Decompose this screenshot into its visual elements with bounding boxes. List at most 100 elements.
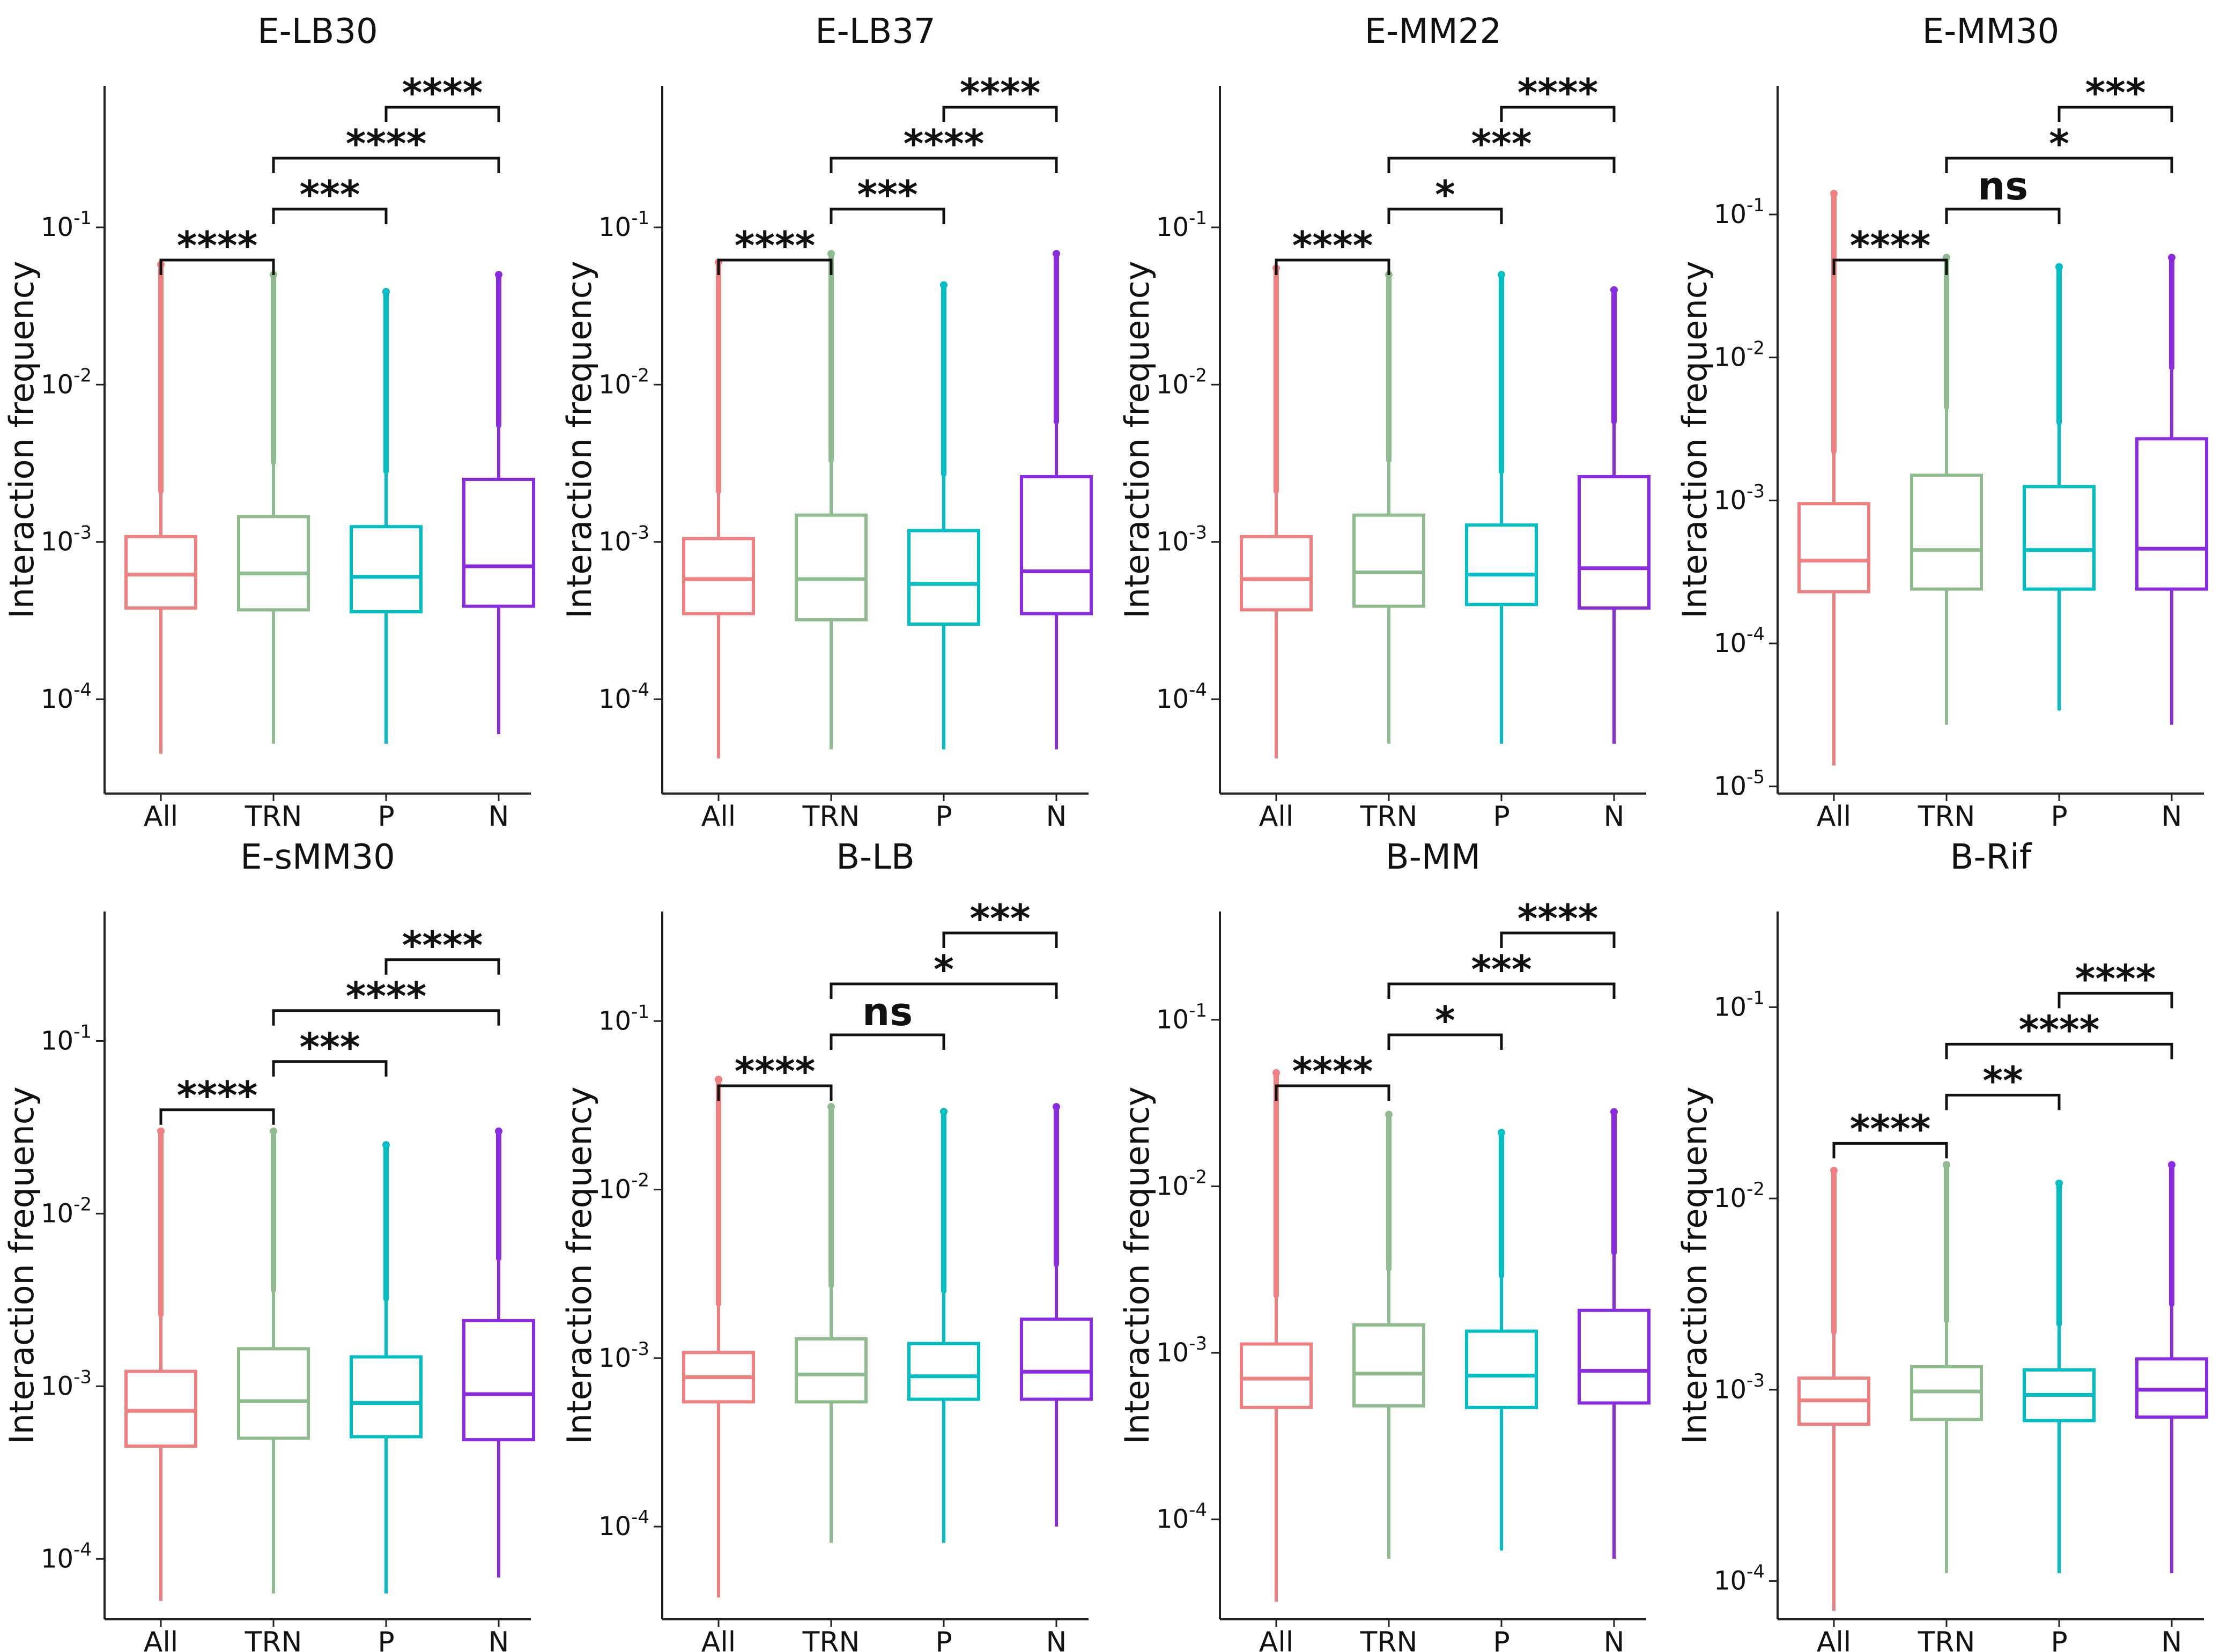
- iqr-box: [795, 1337, 868, 1404]
- significance-bracket: ***: [1387, 947, 1616, 999]
- bracket-line: [272, 1060, 388, 1077]
- significance-bracket: ****: [159, 1073, 275, 1125]
- y-tick-mantissa: 10: [1714, 1566, 1746, 1596]
- box-n: [1578, 1108, 1651, 1559]
- y-tick-exponent: -5: [1746, 767, 1765, 788]
- box-p: [350, 287, 423, 744]
- y-tick-label: 10-3: [598, 522, 649, 557]
- y-tick-exponent: -1: [1746, 195, 1765, 216]
- y-tick-exponent: -3: [1746, 480, 1765, 502]
- bracket-line: [159, 258, 275, 275]
- y-tick-label: 10-2: [41, 1194, 92, 1228]
- bracket-line: [1275, 258, 1390, 275]
- bracket-line: [1387, 208, 1503, 224]
- significance-label: ****: [1850, 1106, 1931, 1151]
- bracket-line: [1945, 157, 2173, 173]
- x-tick-label: N: [2162, 1626, 2182, 1652]
- y-axis-label: Interaction frequency: [2, 1086, 41, 1444]
- y-tick-label: 10-5: [1714, 767, 1765, 802]
- y-tick-mantissa: 10: [41, 684, 73, 714]
- iqr-box: [2135, 437, 2208, 591]
- outlier-point-max: [1053, 1103, 1060, 1111]
- panel-title: B-Rif: [1950, 838, 2032, 877]
- significance-label: ****: [2075, 956, 2156, 1001]
- y-tick-label: 10-1: [598, 208, 649, 242]
- significance-label: ****: [402, 70, 483, 115]
- y-tick-mantissa: 10: [1714, 1375, 1746, 1405]
- box-p: [350, 1141, 423, 1594]
- bracket-line: [272, 1009, 500, 1026]
- x-tick-label: All: [1817, 801, 1851, 833]
- bracket-line: [830, 982, 1058, 999]
- significance-bracket: ****: [159, 223, 275, 275]
- box-p: [907, 1108, 980, 1543]
- significance-bracket: **: [1945, 1058, 2061, 1110]
- y-axis-label: Interaction frequency: [1675, 261, 1714, 618]
- y-tick-label: 10-4: [41, 679, 92, 714]
- y-tick-exponent: -4: [1746, 624, 1765, 645]
- y-tick-label: 10-4: [1714, 624, 1765, 658]
- y-tick-label: 10-3: [598, 1338, 649, 1373]
- significance-bracket: ***: [2058, 70, 2173, 122]
- y-tick-exponent: -4: [631, 1507, 649, 1528]
- y-tick-mantissa: 10: [1156, 212, 1189, 242]
- box-p: [2023, 263, 2096, 710]
- outlier-point-max: [1610, 286, 1618, 294]
- y-tick-label: 10-3: [41, 522, 92, 557]
- x-tick-label: TRN: [802, 1626, 860, 1652]
- y-tick-mantissa: 10: [598, 1512, 631, 1542]
- y-tick-exponent: -3: [1746, 1370, 1765, 1391]
- iqr-box: [1352, 1323, 1425, 1408]
- bracket-line: [159, 1108, 275, 1125]
- significance-label: *: [1435, 998, 1455, 1043]
- y-tick-exponent: -2: [1189, 1166, 1207, 1188]
- y-tick-exponent: -2: [1189, 365, 1207, 386]
- significance-label: **: [1982, 1058, 2023, 1103]
- significance-label: ****: [735, 1049, 816, 1094]
- x-tick-label: N: [1604, 801, 1625, 833]
- y-axis-label: Interaction frequency: [1118, 261, 1157, 618]
- significance-label: ****: [402, 923, 483, 968]
- x-tick-label: P: [1493, 801, 1509, 833]
- y-tick-exponent: -2: [1746, 338, 1765, 359]
- y-tick-label: 10-2: [598, 1170, 649, 1205]
- iqr-box: [682, 537, 755, 616]
- bracket-line: [272, 208, 388, 224]
- significance-bracket: ****: [1832, 1106, 1948, 1159]
- significance-label: ****: [177, 223, 258, 268]
- panel-title: E-LB30: [257, 12, 378, 51]
- box-p: [1465, 271, 1538, 744]
- x-tick-label: P: [935, 801, 952, 833]
- iqr-box: [1578, 475, 1651, 610]
- y-tick-mantissa: 10: [41, 527, 73, 557]
- y-tick-mantissa: 10: [1714, 992, 1746, 1022]
- box-p: [907, 281, 980, 750]
- bracket-line: [384, 958, 500, 975]
- significance-bracket: ****: [384, 70, 500, 122]
- bracket-line: [1832, 258, 1948, 275]
- significance-label: ****: [346, 121, 427, 166]
- outlier-point-max: [270, 1127, 277, 1135]
- outlier-point-max: [940, 281, 948, 289]
- iqr-box: [462, 1318, 535, 1442]
- outlier-point-max: [827, 250, 835, 258]
- significance-bracket: ****: [2058, 956, 2173, 1009]
- x-tick-label: P: [378, 801, 394, 833]
- y-tick-mantissa: 10: [41, 369, 73, 399]
- y-tick-label: 10-2: [41, 365, 92, 399]
- bracket-line: [830, 1033, 945, 1050]
- significance-bracket: ***: [830, 172, 945, 224]
- x-tick-label: TRN: [245, 801, 302, 833]
- iqr-box: [350, 1355, 423, 1439]
- significance-bracket: ****: [1945, 1007, 2173, 1060]
- significance-label: ****: [177, 1073, 258, 1118]
- significance-label: ns: [862, 989, 913, 1034]
- significance-bracket: ****: [1500, 70, 1616, 122]
- y-tick-exponent: -1: [1746, 987, 1765, 1009]
